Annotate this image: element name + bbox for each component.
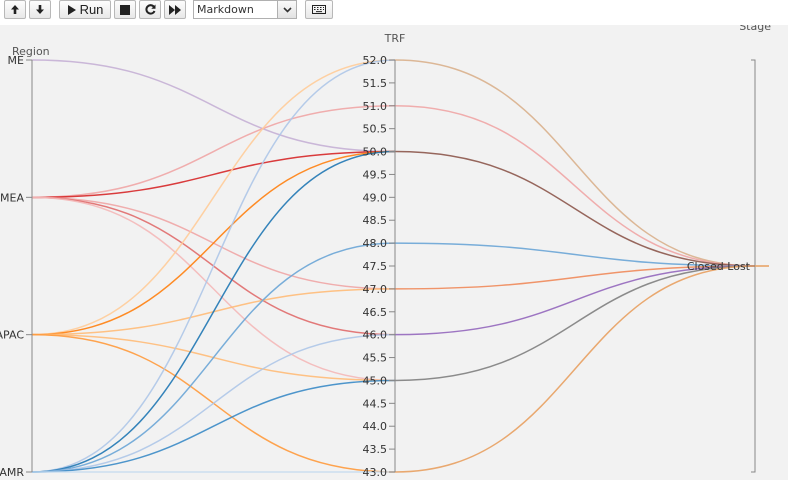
record-line-trf-stage [394,265,756,336]
trf-tick-label: 48.0 [363,237,388,250]
region-tick-label: ME [8,54,24,67]
arrow-down-icon [35,4,45,15]
record-line-region-trf [31,150,396,336]
notebook-toolbar: Run Markdown [0,0,788,25]
stage-tick-label: Closed Lost [687,260,751,273]
move-cell-down-button[interactable] [29,0,51,19]
trf-tick-label: 52.0 [363,54,388,67]
cell-type-value: Markdown [197,3,254,16]
record-line-trf-stage [394,242,756,267]
stop-icon [120,4,130,15]
play-icon [67,4,76,15]
trf-tick-label: 50.0 [363,146,388,159]
trf-tick-label: 47.5 [363,260,388,273]
record-line-region-trf [31,333,396,473]
region-tick-label: AMR [0,466,24,479]
record-lines [31,59,756,473]
restart-kernel-button[interactable] [139,0,161,19]
cell-type-select[interactable]: Markdown [193,0,297,19]
trf-tick-label: 43.5 [363,443,388,456]
trf-tick-label: 51.5 [363,77,388,90]
record-line-region-trf [31,150,396,199]
trf-tick-label: 49.5 [363,168,388,181]
move-cell-up-button[interactable] [4,0,26,19]
trf-tick-label: 49.0 [363,191,388,204]
stage-axis-title: Stage [739,25,771,33]
record-line-region-trf [31,59,396,473]
trf-tick-label: 44.5 [363,397,388,410]
restart-run-all-button[interactable] [164,0,186,19]
trf-tick-label: 46.5 [363,306,388,319]
trf-tick-label: 50.5 [363,123,388,136]
record-line-region-trf [31,59,396,153]
record-line-trf-stage [394,59,756,267]
trf-tick-label: 45.5 [363,352,388,365]
trf-tick-label: 51.0 [363,100,388,113]
region-axis-title: Region [12,45,50,58]
trf-tick-label: 44.0 [363,420,388,433]
record-line-trf-stage [394,265,756,290]
record-line-region-trf [31,242,396,473]
record-line-region-trf [31,150,396,473]
trf-tick-label: 47.0 [363,283,388,296]
record-line-trf-stage [394,265,756,382]
record-line-trf-stage [394,265,756,473]
record-line-region-trf [31,196,396,382]
record-line-region-trf [31,105,396,199]
fast-forward-icon [169,4,181,15]
record-line-region-trf [31,59,396,336]
record-line-trf-stage [394,150,756,267]
keyboard-icon [312,5,326,14]
run-button-label: Run [79,2,104,17]
restart-icon [144,4,156,15]
command-palette-button[interactable] [305,0,333,19]
arrow-up-icon [10,4,20,15]
trf-tick-label: 46.0 [363,329,388,342]
record-line-region-trf [31,379,396,473]
trf-tick-label: 43.0 [363,466,388,479]
record-line-trf-stage [394,105,756,267]
trf-tick-label: 48.5 [363,214,388,227]
trf-axis-title: TRF [384,32,406,45]
trf-tick-label: 45.0 [363,374,388,387]
chevron-down-icon [277,1,296,18]
interrupt-kernel-button[interactable] [114,0,136,19]
run-button[interactable]: Run [59,0,111,19]
